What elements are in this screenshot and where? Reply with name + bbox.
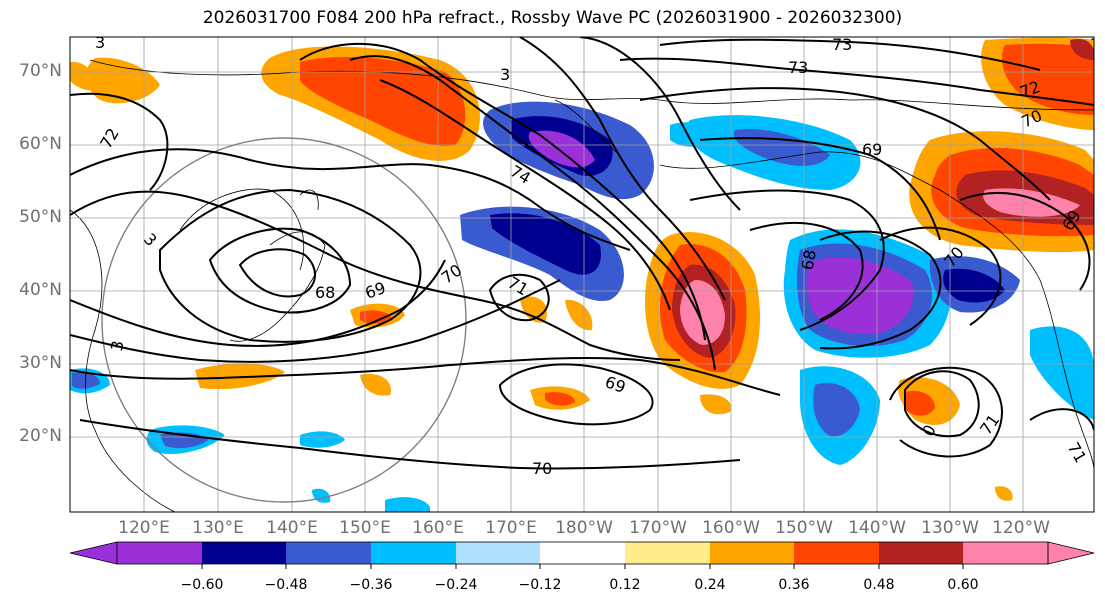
- lat-label: 30°N: [19, 353, 62, 373]
- plot-frame: [69, 36, 1095, 513]
- colorbar-tick-label: −0.48: [264, 577, 308, 593]
- reference-circle: [101, 137, 467, 503]
- colorbar-tick-label: 0.48: [863, 577, 895, 593]
- colorbar-segment: [117, 542, 202, 564]
- colorbar-tick-label: 0.24: [694, 577, 726, 593]
- colorbar-segment: [540, 542, 625, 564]
- colorbar-tick-label: 0.36: [778, 577, 810, 593]
- lon-label: 130°W: [921, 518, 979, 538]
- lon-label: 120°W: [992, 518, 1050, 538]
- colorbar-min-extension: [69, 541, 118, 565]
- colorbar-max-extension: [1047, 541, 1095, 565]
- contour-label: 68: [315, 283, 335, 302]
- colorbar-tick-label: −0.24: [434, 577, 478, 593]
- colorbar-tick-label: −0.12: [518, 577, 562, 593]
- lon-label: 140°E: [266, 518, 318, 538]
- colorbar-segment: [456, 542, 540, 564]
- contour-label: 73: [788, 58, 808, 77]
- lon-label: 170°E: [485, 518, 537, 538]
- colorbar-segment: [963, 542, 1048, 564]
- colorbar-tick-label: −0.36: [349, 577, 393, 593]
- lon-label: 170°W: [629, 518, 687, 538]
- graticule: [70, 37, 1094, 512]
- contour-label: 71: [1090, 35, 1105, 54]
- contour-label: 3: [500, 65, 510, 84]
- colorbar-segment: [371, 542, 456, 564]
- lat-label: 20°N: [19, 426, 62, 446]
- lon-label: 150°E: [339, 518, 391, 538]
- colorbar-segment: [202, 542, 286, 564]
- contour-label: 70: [532, 459, 552, 478]
- lon-label: 180°W: [555, 518, 613, 538]
- contour-label: 3: [95, 33, 105, 52]
- lon-label: 140°W: [848, 518, 906, 538]
- contour-label: 73: [832, 35, 852, 54]
- contour-label: 3: [107, 339, 127, 352]
- colorbar-tick-label: −0.60: [180, 577, 224, 593]
- lat-label: 40°N: [19, 280, 62, 300]
- lat-label: 60°N: [19, 134, 62, 154]
- lon-label: 150°W: [775, 518, 833, 538]
- lon-label: 120°E: [118, 518, 170, 538]
- colorbar-segment: [879, 542, 963, 564]
- colorbar-tick-label: 0.12: [609, 577, 641, 593]
- lon-label: 130°E: [192, 518, 244, 538]
- colorbar: [69, 541, 1095, 569]
- colorbar-segment: [286, 542, 371, 564]
- contour-label: 69: [862, 140, 882, 159]
- lat-label: 70°N: [19, 61, 62, 81]
- colorbar-segment: [710, 542, 794, 564]
- lon-label: 160°E: [412, 518, 464, 538]
- pc-shading: [70, 37, 1094, 512]
- contour-label: 68: [798, 248, 820, 271]
- contours: [70, 37, 1094, 470]
- colorbar-tick-label: 0.60: [947, 577, 979, 593]
- colorbar-segment: [794, 542, 879, 564]
- lat-label: 50°N: [19, 207, 62, 227]
- lon-label: 160°W: [702, 518, 760, 538]
- colorbar-segment: [625, 542, 710, 564]
- chart-title: 2026031700 F084 200 hPa refract., Rossby…: [202, 8, 903, 28]
